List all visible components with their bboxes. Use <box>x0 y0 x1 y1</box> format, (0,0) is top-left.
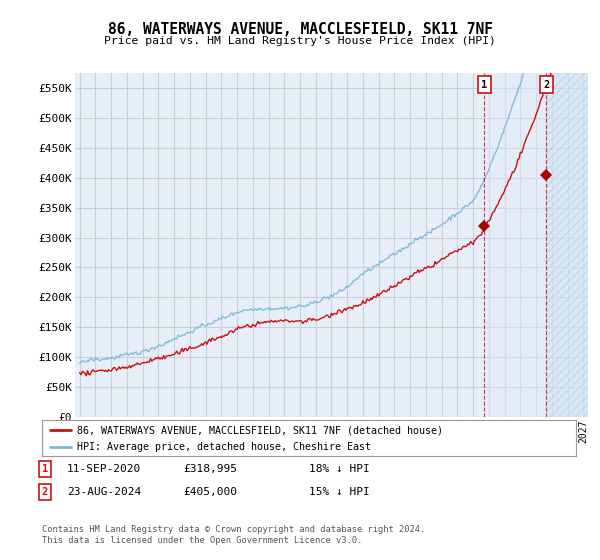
Text: 2: 2 <box>543 80 550 90</box>
Text: Contains HM Land Registry data © Crown copyright and database right 2024.
This d: Contains HM Land Registry data © Crown c… <box>42 525 425 545</box>
Text: £405,000: £405,000 <box>183 487 237 497</box>
Text: 15% ↓ HPI: 15% ↓ HPI <box>309 487 370 497</box>
Text: 86, WATERWAYS AVENUE, MACCLESFIELD, SK11 7NF: 86, WATERWAYS AVENUE, MACCLESFIELD, SK11… <box>107 22 493 38</box>
Text: 1: 1 <box>42 464 48 474</box>
Bar <box>546 73 591 417</box>
Text: 86, WATERWAYS AVENUE, MACCLESFIELD, SK11 7NF (detached house): 86, WATERWAYS AVENUE, MACCLESFIELD, SK11… <box>77 425 443 435</box>
Text: 23-AUG-2024: 23-AUG-2024 <box>67 487 142 497</box>
Text: 11-SEP-2020: 11-SEP-2020 <box>67 464 142 474</box>
Bar <box>484 73 546 417</box>
Text: 18% ↓ HPI: 18% ↓ HPI <box>309 464 370 474</box>
Text: HPI: Average price, detached house, Cheshire East: HPI: Average price, detached house, Ches… <box>77 442 371 452</box>
Text: 2: 2 <box>42 487 48 497</box>
Text: £318,995: £318,995 <box>183 464 237 474</box>
Text: Price paid vs. HM Land Registry's House Price Index (HPI): Price paid vs. HM Land Registry's House … <box>104 36 496 46</box>
Text: 1: 1 <box>481 80 488 90</box>
